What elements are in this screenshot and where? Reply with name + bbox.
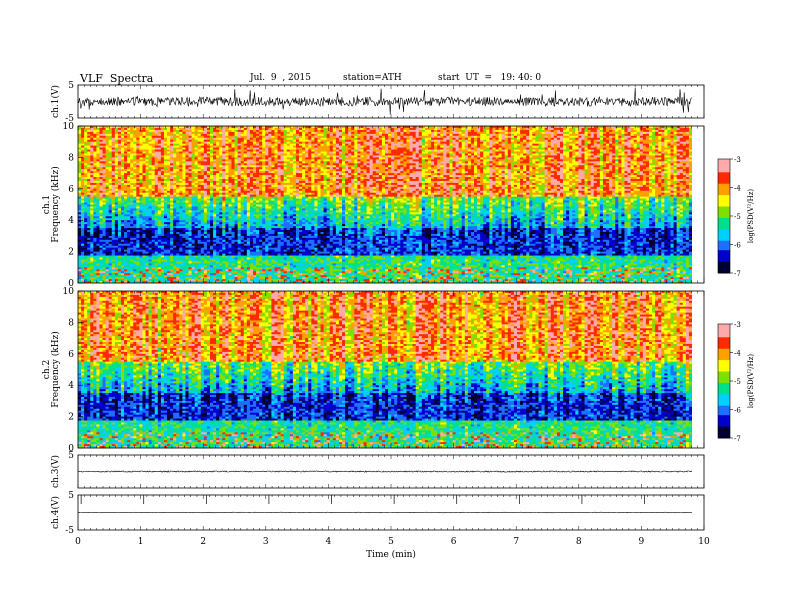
x-tick-label: 9 [639, 537, 645, 547]
y-tick-label: 4 [68, 216, 74, 226]
y-tick-label: 8 [68, 318, 74, 328]
colorbar-tick-label: -6 [734, 407, 741, 415]
x-tick-label: 5 [388, 537, 394, 547]
colorbar-tick-label: -3 [734, 156, 741, 164]
colorbar-tick-label: -7 [734, 270, 741, 278]
x-tick-label: 0 [75, 537, 81, 547]
colorbar-label: log(PSD(V²/Hz) [747, 189, 755, 244]
x-tick-label: 10 [698, 537, 710, 547]
colorbar [718, 159, 730, 274]
colorbar-tick-label: -3 [734, 321, 741, 329]
y-tick-label: 5 [68, 451, 74, 461]
colorbar-tick-label: -4 [734, 350, 741, 358]
y-tick-label: 10 [63, 122, 75, 132]
colorbar-tick-label: -7 [734, 435, 741, 443]
y-tick-label: 4 [68, 381, 74, 391]
colorbar-tick-label: -6 [734, 242, 741, 250]
y-axis-label: Frequency (kHz) [50, 166, 61, 243]
y-tick-label: 10 [63, 287, 75, 297]
x-tick-label: 4 [326, 537, 332, 547]
y-tick-label: 6 [68, 185, 74, 195]
y-axis-label: Frequency (kHz) [50, 331, 61, 408]
y-tick-label: 8 [68, 153, 74, 163]
y-axis-label: ch.3(V) [50, 455, 61, 488]
waveform-trace [78, 512, 692, 513]
vlf-figure: 5-5ch.1(V)0246810ch.1 Frequency (kHz)-3-4… [0, 0, 792, 612]
y-axis-label: ch.1(V) [50, 85, 61, 118]
y-tick-label: 6 [68, 350, 74, 360]
colorbar-label: log(PSD(V²/Hz) [747, 354, 755, 409]
colorbar-tick-label: -5 [734, 213, 741, 221]
y-tick-label: 2 [68, 413, 74, 423]
y-tick-label: 2 [68, 248, 74, 258]
y-tick-label: -5 [65, 526, 74, 536]
x-tick-label: 1 [138, 537, 144, 547]
colorbar [718, 324, 730, 439]
x-tick-label: 2 [200, 537, 206, 547]
x-tick-label: 6 [451, 537, 457, 547]
spectrogram-blank [692, 126, 704, 283]
colorbar-tick-label: -4 [734, 185, 741, 193]
y-tick-label: 5 [68, 491, 74, 501]
spectrogram-image [78, 291, 692, 448]
y-tick-label: 5 [68, 81, 74, 91]
x-tick-label: 3 [263, 537, 269, 547]
waveform-trace [78, 88, 692, 115]
colorbar-tick-label: -5 [734, 378, 741, 386]
x-tick-label: 7 [513, 537, 519, 547]
waveform-trace [78, 471, 692, 472]
x-axis-label: Time (min) [366, 549, 416, 560]
spectrogram-image [78, 126, 692, 283]
spectrogram-blank [692, 291, 704, 448]
x-tick-label: 8 [576, 537, 582, 547]
y-axis-label: ch.4(V) [50, 496, 61, 529]
